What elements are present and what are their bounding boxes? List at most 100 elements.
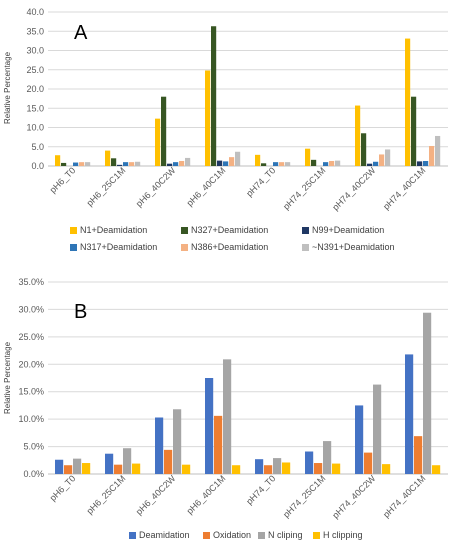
y-tick-label: 15.0 [26,103,44,113]
legend-swatch [129,532,136,539]
bar [167,163,173,166]
legend-swatch [70,227,77,234]
bar [323,441,332,474]
y-axis-title: Relative Percentage [3,341,12,414]
bar [379,154,385,166]
bar [373,384,382,474]
bar [164,449,173,474]
bar [205,378,214,474]
x-tick-label: pH74_T0 [244,473,277,506]
legend-swatch [203,532,210,539]
bar [382,464,391,474]
bar [182,464,191,474]
bar [73,162,79,166]
x-tick-label: pH6_T0 [48,473,78,503]
panel-label: B [74,301,87,323]
y-tick-label: 15.0% [18,387,44,397]
x-tick-label: pH6_40C2W [134,473,178,517]
bar [55,155,61,166]
legend-label: N327+Deamidation [191,225,268,235]
x-tick-label: pH74_T0 [244,165,277,198]
bar [105,453,114,474]
y-tick-label: 5.0% [23,442,44,452]
legend-swatch [258,532,265,539]
bar [279,162,285,166]
bar [329,160,335,166]
x-tick-label: pH6_40C1M [185,165,228,208]
bar [367,163,373,166]
y-tick-label: 10.0% [18,414,44,424]
x-tick-label: pH6_25C1M [85,473,128,516]
legend-label: ~N391+Deamidation [312,242,395,252]
legend-label: Oxidation [213,530,251,540]
bar [64,465,73,474]
bar [61,162,67,166]
bar [111,158,117,166]
y-tick-label: 25.0% [18,332,44,342]
bar [129,162,135,166]
y-tick-label: 0.0% [23,469,44,479]
bar [217,160,223,166]
x-tick-label: pH74_40C1M [381,165,427,211]
bar [114,464,123,474]
bar [229,157,235,166]
legend-label: N386+Deamidation [191,242,268,252]
bar [332,463,341,474]
bar [214,415,223,474]
bar [211,26,217,167]
x-tick-label: pH74_40C2W [330,473,377,520]
y-tick-label: 0.0 [31,161,44,171]
bar [417,161,423,166]
legend-label: N1+Deamidation [80,225,147,235]
legend-swatch [302,244,309,251]
bar [373,161,379,166]
y-tick-label: 5.0 [31,142,44,152]
bar [323,162,329,166]
bar [264,465,273,474]
bar [82,463,91,474]
bar [305,451,314,474]
bar [173,409,182,474]
bar [185,157,191,166]
bar [305,148,311,166]
y-tick-label: 10.0 [26,123,44,133]
x-tick-label: pH74_25C1M [281,473,327,519]
bar [261,163,267,166]
x-tick-label: pH6_T0 [48,165,78,195]
bar [414,436,423,474]
bar [73,458,82,474]
bar [285,162,291,166]
bar [314,463,323,474]
bar [273,458,282,474]
bar [423,312,432,474]
bar [179,160,185,166]
chart-a: 0.0 5.0 10.0 15.0 20.0 25.0 30.0 35.0 40.0 Relati… [3,7,448,252]
bar [355,405,364,474]
y-tick-label: 25.0 [26,65,44,75]
bar [282,462,291,474]
bar [135,161,141,166]
bar [255,154,261,166]
bar [155,417,164,474]
chart-b: 0.0% 5.0% 10.0% 15.0% 20.0% 25.0% 30.0% 35.0% Re… [3,277,448,540]
y-tick-label: 30.0% [18,304,44,314]
bar [273,162,279,166]
legend-label: N99+Deamidation [312,225,384,235]
bar [161,96,167,166]
bar [364,452,373,474]
bar [232,465,241,474]
y-tick-label: 20.0 [26,84,44,94]
bar [429,145,435,166]
y-tick-label: 30.0 [26,46,44,56]
bar [105,150,111,166]
bar [335,160,341,166]
y-tick-label: 20.0% [18,359,44,369]
legend-swatch [70,244,77,251]
bar [311,159,317,166]
bar [405,354,414,474]
bar [132,463,141,474]
x-tick-label: pH6_40C1M [185,473,228,516]
bar [423,160,429,166]
legend-swatch [181,227,188,234]
